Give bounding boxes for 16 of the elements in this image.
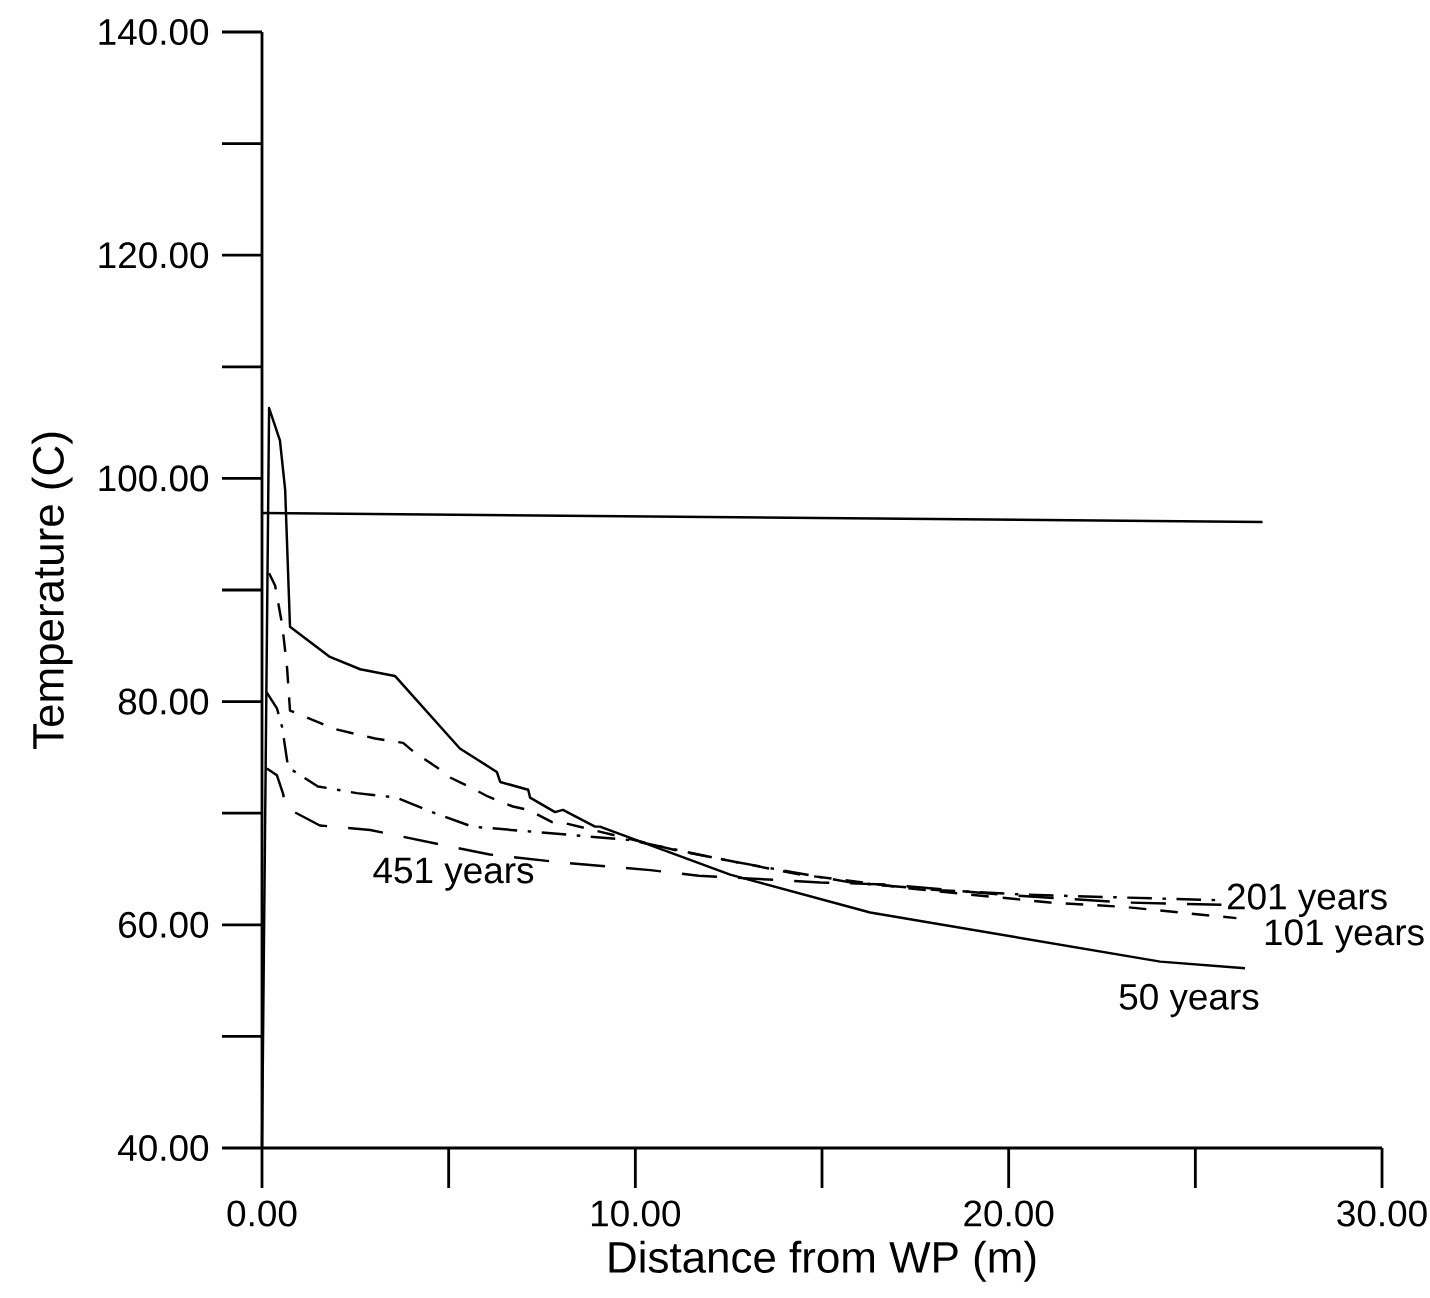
series-label: 451 years — [373, 857, 534, 891]
x-axis-title: Distance from WP (m) — [609, 1240, 1036, 1282]
x-tick-label: 10.00 — [591, 1200, 681, 1227]
y-tick-label: 80.00 — [118, 688, 209, 715]
x-tick-label: 30.00 — [1337, 1200, 1427, 1227]
y-tick-label: 100.00 — [99, 465, 209, 492]
y-axis-title: Temperature (C) — [31, 432, 73, 749]
y-tick-label: 60.00 — [119, 911, 209, 938]
series-label: 101 years — [1265, 919, 1424, 953]
y-tick-label: 140.00 — [99, 18, 209, 46]
y-tick-label: 120.00 — [99, 242, 209, 269]
x-tick-label: 0.00 — [227, 1200, 297, 1227]
x-tick-label: 20.00 — [964, 1200, 1054, 1227]
series-label: 50 years — [1119, 983, 1259, 1018]
y-tick-label: 40.00 — [118, 1134, 209, 1162]
series-label: 201 years — [1227, 883, 1387, 917]
